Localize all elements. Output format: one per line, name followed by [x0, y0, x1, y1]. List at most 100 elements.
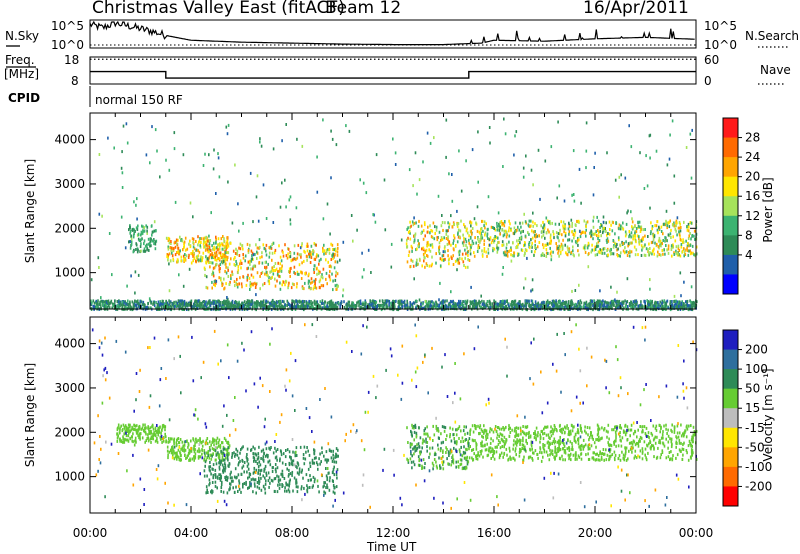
data-point: [220, 489, 222, 493]
data-point: [422, 248, 425, 252]
data-point: [562, 224, 564, 228]
data-point: [97, 299, 99, 303]
data-point: [342, 240, 345, 244]
data-point: [105, 306, 108, 310]
data-point: [666, 299, 669, 303]
data-point: [660, 225, 663, 229]
data-point: [217, 455, 220, 459]
data-point: [515, 130, 518, 134]
data-point: [268, 279, 270, 283]
data-point: [306, 249, 309, 253]
data-point: [671, 303, 673, 307]
data-point: [326, 282, 328, 286]
data-point: [649, 299, 652, 303]
data-point: [215, 279, 218, 283]
data-point: [329, 232, 331, 236]
data-point: [281, 181, 283, 185]
data-point: [289, 269, 291, 273]
data-point: [326, 301, 329, 305]
data-point: [227, 476, 229, 480]
data-point: [481, 302, 484, 306]
data-point: [558, 301, 560, 305]
data-point: [127, 304, 130, 308]
data-point: [418, 242, 420, 246]
data-point: [225, 448, 228, 452]
data-point: [264, 454, 267, 458]
data-point: [293, 251, 296, 255]
data-point: [602, 229, 605, 233]
data-point: [285, 481, 287, 485]
data-point: [225, 438, 227, 442]
data-point: [216, 436, 219, 440]
data-point: [140, 427, 143, 431]
data-point: [651, 299, 653, 303]
data-point: [534, 250, 536, 254]
data-point: [502, 302, 504, 306]
data-point: [300, 485, 303, 489]
freq-right-tick-top: 60: [704, 53, 719, 67]
data-point: [309, 261, 312, 264]
data-point: [143, 249, 145, 253]
data-point: [329, 306, 332, 310]
data-point: [155, 434, 157, 438]
data-point: [447, 303, 450, 307]
data-point: [608, 301, 610, 305]
data-point: [173, 440, 175, 444]
data-point: [409, 225, 411, 229]
data-point: [154, 242, 157, 246]
data-point: [234, 264, 237, 267]
data-point: [291, 459, 293, 463]
data-point: [123, 301, 125, 305]
data-point: [199, 438, 201, 442]
data-point: [588, 303, 591, 306]
data-point: [680, 305, 682, 309]
data-point: [334, 278, 337, 282]
data-point: [454, 259, 457, 263]
data-point: [497, 246, 500, 250]
data-point: [311, 301, 314, 305]
data-point: [322, 246, 324, 250]
data-point: [458, 305, 461, 308]
data-point: [673, 251, 675, 255]
data-point: [222, 458, 225, 462]
data-point: [211, 256, 213, 260]
data-point: [175, 456, 178, 459]
data-point: [124, 246, 127, 250]
data-point: [234, 163, 236, 167]
date-label: 16/Apr/2011: [583, 0, 689, 18]
data-point: [180, 447, 182, 451]
data-point: [665, 209, 668, 213]
data-point: [630, 210, 632, 214]
data-point: [516, 252, 519, 256]
data-point: [264, 247, 267, 251]
data-point: [599, 248, 601, 252]
data-point: [221, 452, 223, 455]
data-point: [176, 301, 179, 305]
data-point: [515, 303, 517, 307]
data-point: [173, 241, 176, 245]
data-point: [271, 251, 274, 255]
data-point: [543, 300, 545, 304]
data-point: [129, 302, 131, 306]
data-point: [555, 301, 558, 304]
data-point: [308, 272, 310, 276]
data-point: [505, 235, 508, 239]
data-point: [182, 153, 185, 157]
data-point: [635, 302, 637, 306]
data-point: [529, 225, 531, 229]
data-point: [133, 228, 135, 232]
data-point: [633, 245, 636, 249]
data-point: [289, 195, 292, 199]
data-point: [361, 275, 364, 279]
data-point: [237, 271, 239, 275]
data-point: [427, 304, 430, 308]
data-point: [687, 253, 690, 257]
data-point: [668, 225, 671, 229]
data-point: [522, 175, 525, 179]
data-point: [322, 217, 325, 221]
data-point: [687, 237, 690, 240]
data-point: [494, 235, 497, 239]
data-point: [239, 242, 242, 246]
data-point: [261, 301, 264, 305]
data-point: [438, 306, 441, 310]
